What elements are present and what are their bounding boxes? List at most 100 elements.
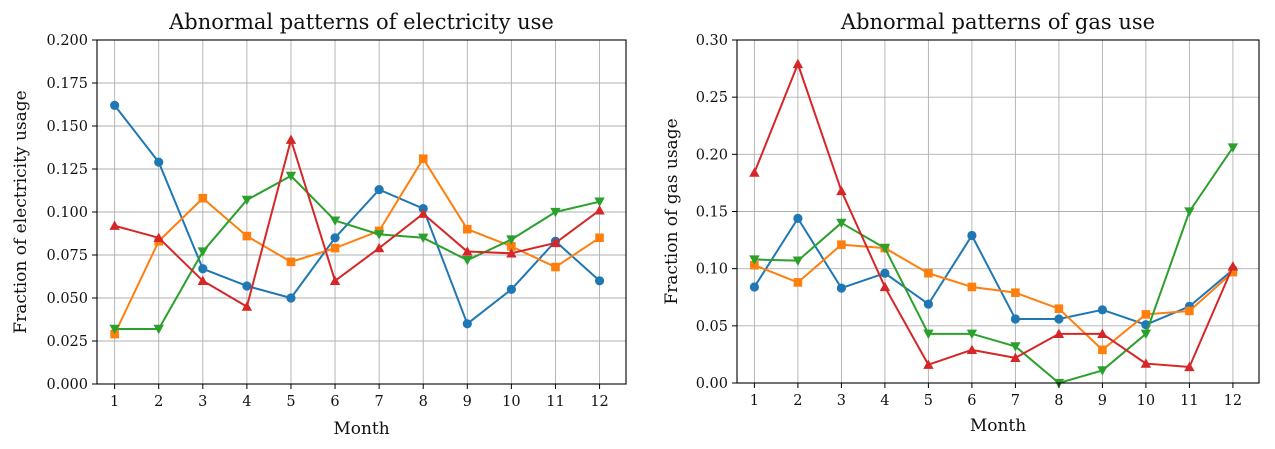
x-tick-label: 2 <box>154 394 163 410</box>
series-0-point <box>836 283 847 293</box>
series-0-point <box>923 299 934 309</box>
gas-chart: 1 2 3 4 5 6 7 8 9 10 11 120.000.050.100.150.200.250… <box>662 10 1260 436</box>
series-3-point <box>285 134 297 144</box>
series-1-point <box>595 233 604 243</box>
series-1-point <box>1098 345 1107 355</box>
x-tick-label: 7 <box>375 394 384 410</box>
x-tick-label: 12 <box>590 394 608 410</box>
series-3-line <box>114 138 601 308</box>
series-0-point <box>242 281 252 291</box>
series-1-point <box>1011 288 1020 297</box>
series-3-point <box>329 275 341 285</box>
y-tick-label: 0.050 <box>46 291 88 307</box>
series-3-point <box>1097 328 1108 338</box>
series-3-point <box>506 248 517 258</box>
series-1-point <box>1228 267 1238 277</box>
series-1-point <box>418 154 428 163</box>
series-3-point <box>1227 261 1239 271</box>
series-0-point <box>154 157 164 167</box>
series-0-point <box>374 185 384 195</box>
y-axis-label: Fraction of electricity usage <box>11 90 31 333</box>
series-0-line <box>753 217 1234 326</box>
series-2-point <box>462 256 473 266</box>
series-2-point <box>506 235 517 245</box>
x-tick-label: 4 <box>242 394 251 410</box>
series-3-point <box>792 58 804 69</box>
y-tick-label: 0.00 <box>696 376 728 392</box>
x-tick-label: 5 <box>924 393 933 409</box>
series-0-point <box>880 268 890 278</box>
y-tick-label: 0.025 <box>46 334 88 350</box>
series-0-point <box>793 213 803 223</box>
series-3-point <box>836 185 847 196</box>
series-2-point <box>418 233 429 243</box>
series-0-point <box>1097 305 1107 315</box>
y-tick-label: 0.10 <box>696 262 728 278</box>
series-0-point <box>286 293 296 303</box>
series-0-line <box>113 104 601 325</box>
series-2-point <box>285 171 297 182</box>
series-3-point <box>462 246 473 256</box>
series-0-point <box>330 233 340 243</box>
x-tick-label: 11 <box>1180 393 1198 409</box>
series-3-point <box>109 220 120 230</box>
series-0-point <box>110 100 120 110</box>
x-tick-label: 11 <box>546 394 564 410</box>
series-3-point <box>373 242 385 253</box>
x-tick-label: 5 <box>286 394 295 410</box>
series-2-point <box>923 329 934 340</box>
series-2-point <box>1097 366 1108 376</box>
series-1-point <box>242 231 252 241</box>
series-2-point <box>966 329 978 340</box>
series-0-point <box>749 282 760 292</box>
x-tick-label: 2 <box>793 393 802 409</box>
series-2-point <box>594 197 605 207</box>
x-tick-label: 1 <box>750 393 759 409</box>
x-tick-label: 10 <box>1137 393 1155 409</box>
series-2-point <box>879 243 891 254</box>
series-3-point <box>1010 352 1021 363</box>
x-tick-label: 10 <box>502 394 520 410</box>
y-axis-label: Fraction of gas usage <box>662 118 682 304</box>
y-tick-label: 0.200 <box>46 33 88 49</box>
series-1-point <box>198 193 208 203</box>
series-1-point <box>330 243 340 253</box>
y-tick-label: 0.125 <box>46 162 88 178</box>
series-1-point <box>1185 306 1194 316</box>
series-2-point <box>749 255 760 265</box>
y-tick-label: 0.15 <box>696 205 728 221</box>
series-3-point <box>1184 361 1195 372</box>
series-2-point <box>836 218 847 229</box>
x-tick-label: 12 <box>1224 393 1242 409</box>
series-1-point <box>793 278 803 287</box>
series-2-point <box>1010 342 1021 352</box>
y-tick-label: 0.25 <box>696 90 728 106</box>
x-tick-label: 6 <box>967 393 976 409</box>
series-1-line <box>754 243 1234 351</box>
x-axis-label: Month <box>333 419 389 439</box>
series-2-point <box>1184 207 1195 217</box>
series-1-point <box>507 242 516 251</box>
x-tick-label: 3 <box>837 393 846 409</box>
series-1-point <box>924 268 933 278</box>
series-1-line <box>113 157 601 335</box>
series-2-point <box>109 324 120 335</box>
x-tick-label: 9 <box>463 394 472 410</box>
series-0-point <box>198 264 208 274</box>
y-tick-label: 0.100 <box>46 205 88 221</box>
series-3-point <box>1053 328 1065 338</box>
series-0-point <box>462 319 472 329</box>
x-tick-label: 1 <box>110 394 119 410</box>
series-1-point <box>1141 310 1151 319</box>
series-1-point <box>967 282 977 292</box>
x-tick-label: 6 <box>330 394 339 410</box>
series-3-point <box>749 167 760 177</box>
series-3-point <box>418 208 429 218</box>
series-2-point <box>1140 329 1152 340</box>
x-tick-label: 4 <box>880 393 889 409</box>
y-tick-label: 0.05 <box>696 319 728 335</box>
y-tick-label: 0.175 <box>46 76 88 92</box>
series-2-point <box>792 256 804 266</box>
x-tick-label: 9 <box>1098 393 1107 409</box>
